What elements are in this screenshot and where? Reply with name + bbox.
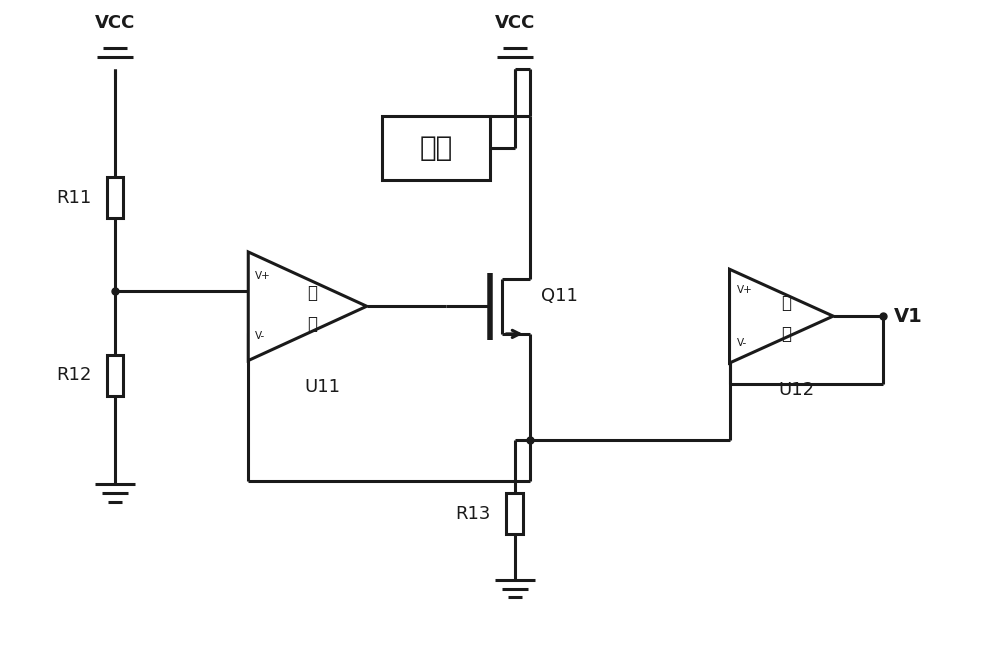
Text: 负载: 负载 bbox=[419, 134, 452, 162]
Text: V+: V+ bbox=[255, 271, 271, 281]
Bar bbox=[382, 117, 490, 180]
Text: 放: 放 bbox=[781, 325, 791, 343]
Text: R12: R12 bbox=[56, 367, 91, 384]
Text: U12: U12 bbox=[778, 381, 814, 399]
Bar bbox=[107, 177, 123, 218]
Text: V1: V1 bbox=[894, 307, 923, 326]
Text: V-: V- bbox=[255, 331, 265, 341]
Text: V+: V+ bbox=[736, 284, 752, 295]
Text: Q11: Q11 bbox=[541, 287, 578, 305]
Bar bbox=[506, 493, 523, 534]
Text: 放: 放 bbox=[307, 315, 317, 333]
Text: 运: 运 bbox=[781, 294, 791, 312]
Text: U11: U11 bbox=[304, 378, 340, 396]
Text: VCC: VCC bbox=[495, 14, 535, 32]
Polygon shape bbox=[730, 270, 833, 363]
Text: VCC: VCC bbox=[95, 14, 135, 32]
Text: 运: 运 bbox=[307, 284, 317, 303]
Text: R13: R13 bbox=[456, 505, 491, 523]
Polygon shape bbox=[248, 252, 367, 361]
Bar bbox=[107, 355, 123, 396]
Text: R11: R11 bbox=[56, 189, 91, 206]
Text: V-: V- bbox=[736, 337, 747, 348]
